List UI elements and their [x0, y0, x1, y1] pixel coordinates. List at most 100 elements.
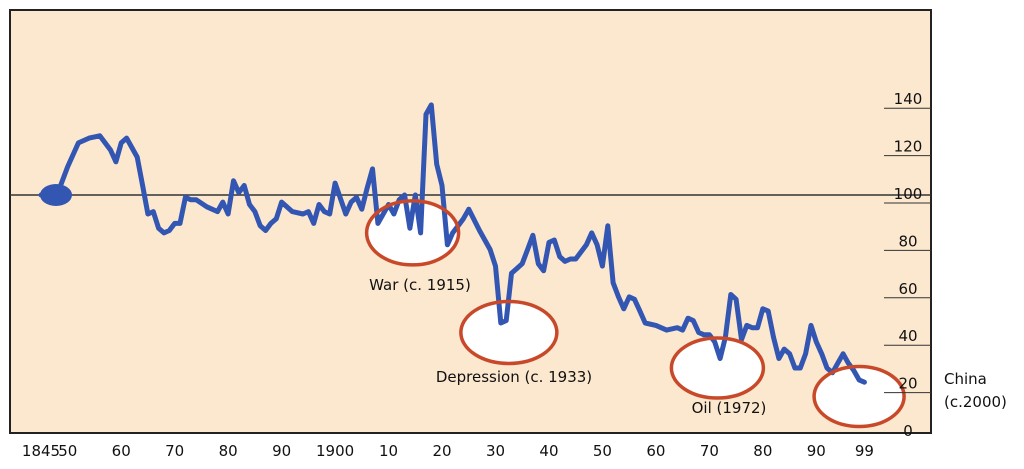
data-point — [482, 237, 488, 243]
data-point — [172, 221, 177, 226]
data-point — [418, 230, 423, 236]
y-tick-label: 80 — [898, 232, 917, 250]
data-point — [86, 135, 92, 141]
data-point — [600, 263, 605, 269]
data-point — [541, 268, 546, 274]
data-point — [696, 330, 701, 335]
data-point — [530, 233, 536, 238]
data-point — [626, 294, 632, 300]
highlight-fill — [671, 338, 764, 399]
data-point — [520, 261, 525, 266]
data-point — [862, 380, 867, 385]
data-point — [632, 297, 637, 302]
data-point — [306, 209, 311, 214]
y-tick-label: 100 — [894, 185, 923, 203]
data-point — [252, 209, 258, 214]
annotation-depression: Depression (c. 1933) — [436, 368, 592, 386]
data-point — [76, 140, 81, 146]
data-point — [97, 133, 103, 138]
data-point — [209, 207, 215, 212]
data-point — [439, 183, 445, 188]
data-point — [610, 280, 616, 285]
data-point — [803, 351, 808, 356]
data-point — [584, 242, 589, 247]
highlight-fill — [814, 366, 905, 427]
data-point — [258, 223, 263, 229]
data-point — [316, 202, 322, 207]
y-tick-label: 40 — [898, 327, 917, 345]
x-tick-label: 80 — [753, 442, 772, 460]
data-point — [108, 147, 113, 153]
x-tick-label: 80 — [219, 442, 238, 460]
data-point — [749, 325, 755, 330]
data-point — [445, 242, 450, 247]
data-point — [514, 266, 520, 271]
data-point — [851, 368, 856, 373]
data-point — [573, 256, 578, 262]
data-point — [616, 294, 621, 300]
data-point — [798, 365, 803, 371]
data-point — [290, 209, 295, 214]
data-point — [728, 292, 733, 297]
annotation-circle — [459, 299, 559, 366]
data-point — [525, 247, 530, 252]
data-point — [680, 327, 685, 333]
x-tick-label: 99 — [855, 442, 874, 460]
data-point — [819, 351, 824, 356]
data-point — [247, 202, 252, 207]
data-point — [808, 323, 814, 328]
data-point — [274, 216, 279, 221]
data-point — [685, 316, 691, 321]
data-point — [466, 207, 471, 212]
data-point — [691, 318, 696, 323]
annotation-war: War (c. 1915) — [369, 276, 471, 294]
data-point — [204, 204, 209, 210]
data-point — [605, 223, 610, 229]
x-tick-label: 30 — [486, 442, 505, 460]
x-tick-label: 60 — [112, 442, 131, 460]
data-point — [755, 325, 760, 330]
x-tick-label: 50 — [58, 442, 77, 460]
data-point — [450, 230, 455, 236]
data-point — [300, 211, 306, 217]
data-point — [413, 192, 418, 198]
data-point — [701, 332, 707, 338]
data-point — [594, 242, 600, 247]
data-point — [562, 259, 568, 264]
start-marker — [40, 184, 72, 206]
x-tick-label: 40 — [539, 442, 558, 460]
data-point — [568, 256, 573, 262]
data-point — [215, 209, 220, 214]
data-point — [279, 199, 284, 205]
data-point — [477, 228, 482, 233]
data-point — [423, 112, 429, 117]
annotation-oil: Oil (1972) — [692, 399, 767, 417]
x-tick-label: 70 — [700, 442, 719, 460]
data-point — [664, 327, 669, 333]
data-point — [461, 216, 466, 221]
data-point — [332, 180, 338, 186]
data-point — [236, 190, 242, 195]
data-point — [161, 230, 167, 236]
data-point — [364, 185, 370, 191]
data-point — [241, 183, 247, 188]
data-point — [359, 207, 365, 212]
data-point — [493, 263, 498, 269]
x-tick-label: 20 — [432, 442, 451, 460]
x-tick-label: 10 — [379, 442, 398, 460]
annotation-china-date: (c.2000) — [944, 393, 1007, 411]
data-point — [354, 195, 359, 200]
data-point — [370, 166, 375, 172]
data-point — [717, 356, 723, 361]
data-point — [707, 332, 712, 338]
data-point — [589, 230, 594, 236]
data-point — [536, 261, 541, 266]
x-tick-label: 90 — [272, 442, 291, 460]
data-point — [177, 221, 183, 226]
data-point — [188, 197, 193, 202]
data-point — [434, 161, 439, 167]
data-point — [760, 306, 766, 311]
data-point — [840, 351, 846, 356]
annotation-circle — [812, 364, 906, 429]
data-point — [140, 183, 145, 188]
